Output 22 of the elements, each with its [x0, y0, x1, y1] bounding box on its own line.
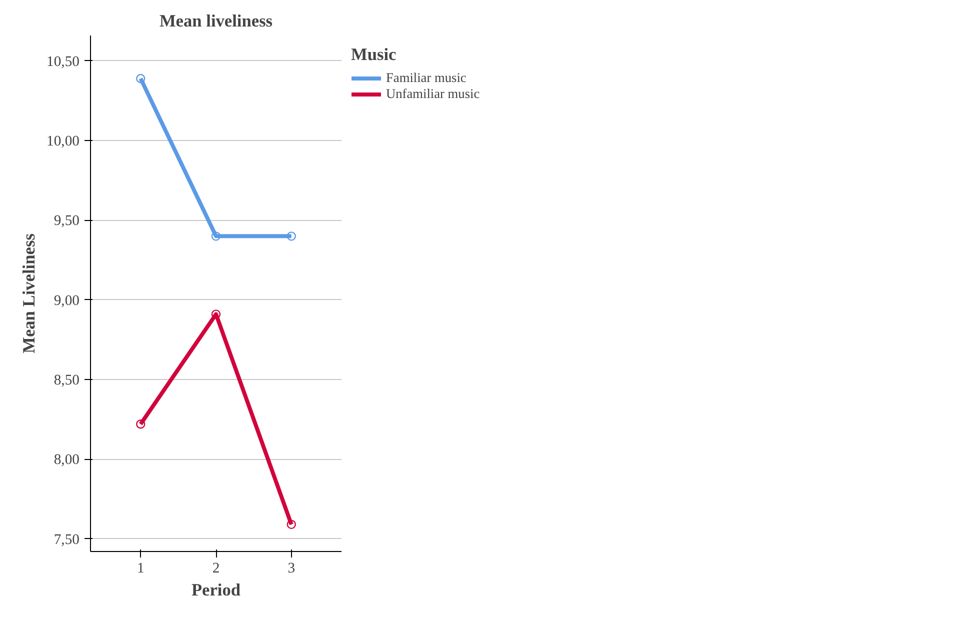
chart-title: Mean liveliness	[159, 12, 273, 30]
y-tick-label: 8,00	[54, 452, 80, 468]
point	[211, 232, 221, 241]
legend-label: Familiar music	[386, 70, 466, 86]
legend-label: Unfamiliar music	[386, 86, 480, 102]
legend-title: Music	[351, 45, 398, 65]
point	[286, 232, 296, 241]
x-tick-label: 3	[288, 560, 296, 576]
x-axis-title: Period	[191, 580, 241, 600]
point	[286, 520, 296, 530]
point	[211, 310, 221, 319]
x-tick-label: 2	[212, 560, 220, 576]
y-tick-label: 9,50	[54, 213, 80, 230]
y-tick-label: 9,00	[54, 292, 80, 309]
point	[136, 420, 146, 429]
y-tick-label: 7,50	[54, 532, 80, 548]
y-tick-label: 10,50	[46, 54, 80, 70]
y-tick-label: 8,50	[54, 372, 80, 388]
point	[136, 74, 146, 84]
y-axis-title: Mean Liveliness	[20, 233, 39, 354]
x-tick-label: 1	[136, 560, 144, 576]
y-tick-label: 10,00	[46, 134, 80, 150]
